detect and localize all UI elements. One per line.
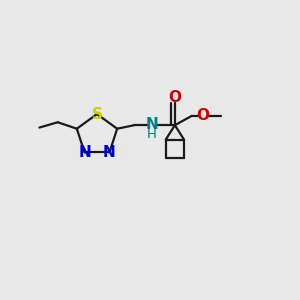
Text: S: S: [92, 106, 103, 122]
Text: N: N: [146, 117, 158, 132]
Text: N: N: [103, 145, 116, 160]
Text: N: N: [78, 145, 91, 160]
Text: O: O: [168, 90, 182, 105]
Text: H: H: [147, 128, 157, 140]
Text: O: O: [196, 108, 210, 123]
